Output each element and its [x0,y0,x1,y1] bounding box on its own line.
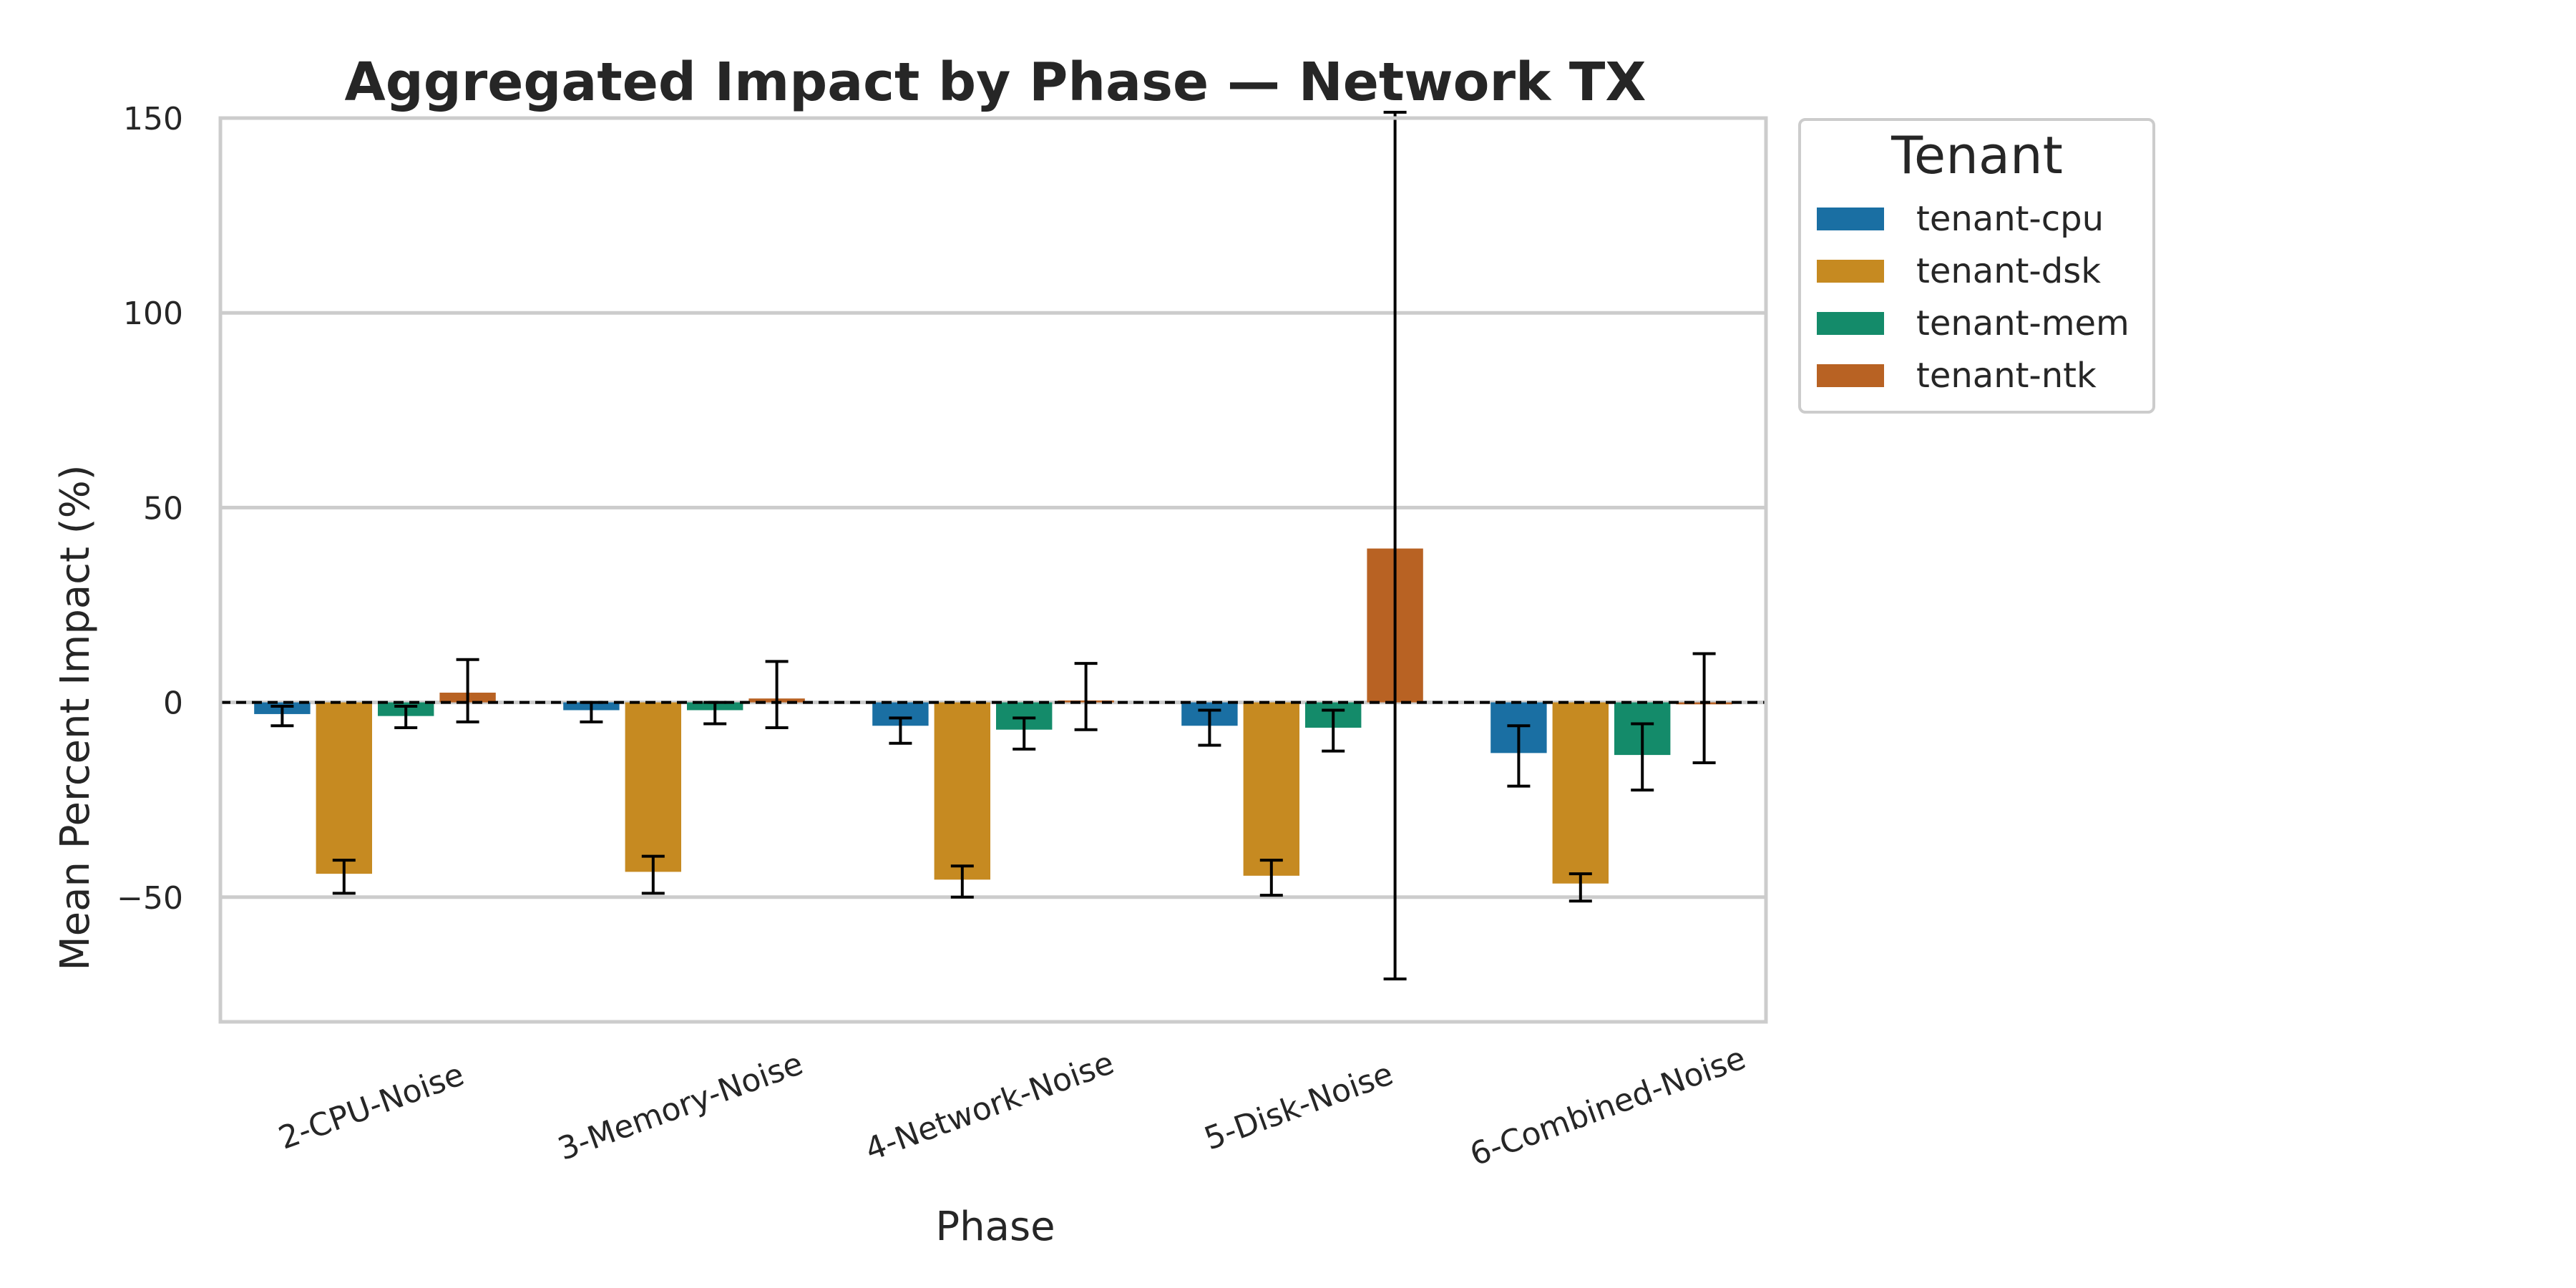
error-bar-tenant-mem [1322,708,1345,753]
error-bar-tenant-ntk [456,658,479,723]
y-axis-label: Mean Percent Impact (%) [52,464,99,970]
error-bar-tenant-cpu [889,716,912,745]
legend-frame [1798,118,2155,414]
error-bar-tenant-dsk [1259,859,1283,897]
error-bar-tenant-ntk [1074,662,1098,731]
error-bar-tenant-cpu [580,701,603,723]
y-tick-label: −50 [117,880,183,917]
legend-item-tenant-dsk: tenant-dsk [1817,251,2101,291]
y-tick-label: 100 [123,296,183,332]
error-bar-tenant-mem [1631,722,1654,792]
legend-label: tenant-cpu [1916,199,2104,239]
legend-label: tenant-ntk [1916,356,2097,396]
x-tick-label: 4-Network-Noise [861,1045,1119,1169]
bar-tenant-dsk [1552,702,1609,884]
bars [254,548,1732,884]
legend-swatch [1817,260,1884,283]
legend-label: tenant-dsk [1916,251,2101,291]
legend-item-tenant-cpu: tenant-cpu [1817,199,2104,239]
legend-item-tenant-mem: tenant-mem [1817,303,2129,343]
x-tick-labels: 2-CPU-Noise 3-Memory-Noise 4-Network-Noise… [274,1040,1750,1174]
y-tick-label: 150 [123,101,183,137]
y-tick-label: 50 [143,490,183,527]
error-bar-tenant-cpu [1198,708,1221,747]
bar-tenant-dsk [316,702,372,874]
chart-title: Aggregated Impact by Phase — Network TX [345,52,1646,113]
x-tick-label: 6-Combined-Noise [1465,1040,1750,1174]
error-bar-tenant-mem [703,701,727,726]
error-bar-tenant-ntk [765,660,789,729]
error-bar-tenant-cpu [1507,724,1531,788]
error-bars [270,110,1716,981]
legend-title: Tenant [1890,125,2063,185]
error-bar-tenant-mem [394,705,418,729]
legend-swatch [1817,312,1884,335]
legend-items: tenant-cpu tenant-dsk tenant-mem tenant-ntk [1817,199,2129,396]
bar-tenant-dsk [1243,702,1299,876]
bar-tenant-dsk [625,702,681,872]
error-bar-tenant-dsk [950,864,974,899]
error-bar-tenant-cpu [270,705,294,728]
x-tick-label: 5-Disk-Noise [1199,1055,1397,1157]
gridlines [220,116,1766,899]
legend-swatch [1817,208,1884,230]
legend: Tenant tenant-cputenant-dsktenant-memten… [1798,118,2155,414]
error-bar-tenant-ntk [1383,110,1407,981]
error-bar-tenant-dsk [332,859,356,895]
y-tick-label: 0 [163,686,183,722]
plot-frame [218,116,1768,1024]
legend-item-tenant-ntk: tenant-ntk [1817,356,2097,396]
x-tick-label: 2-CPU-Noise [274,1056,469,1157]
error-bar-tenant-dsk [1568,872,1592,903]
error-bar-tenant-mem [1013,716,1036,751]
x-axis-label: Phase [935,1204,1055,1250]
bar-tenant-dsk [934,702,990,880]
error-bar-tenant-ntk [1692,652,1716,764]
legend-swatch [1817,364,1884,387]
legend-label: tenant-mem [1916,303,2129,343]
y-tick-labels: −50 0 50 100 150 [117,101,183,917]
error-bar-tenant-dsk [641,854,665,895]
x-tick-label: 3-Memory-Noise [553,1045,808,1168]
